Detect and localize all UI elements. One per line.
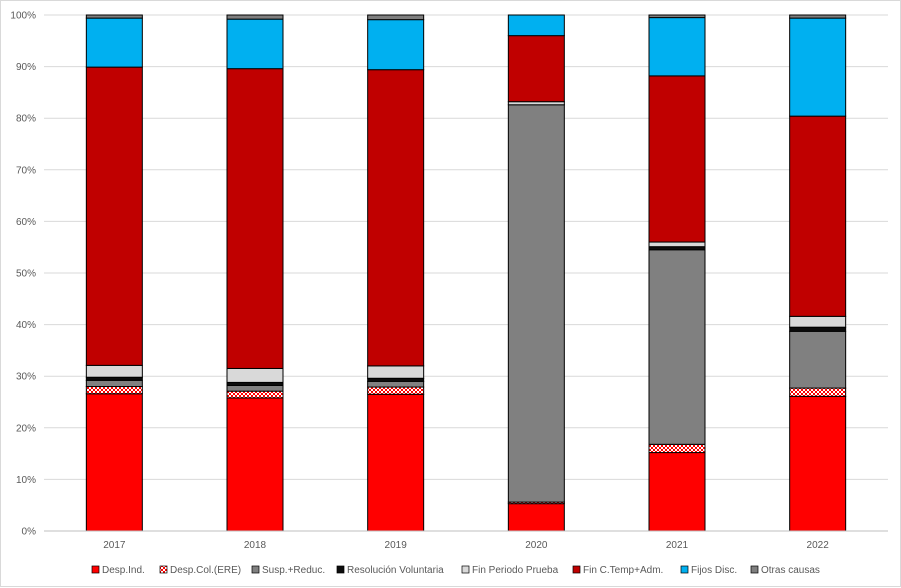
bar-segment	[789, 315, 847, 328]
x-tick-label: 2022	[807, 540, 830, 551]
y-tick-label: 90%	[16, 62, 36, 73]
legend-label: Otras causas	[761, 565, 820, 576]
x-tick-label: 2019	[385, 540, 408, 551]
legend-swatch	[680, 565, 689, 574]
y-tick-label: 0%	[22, 527, 37, 538]
bar-segment	[226, 397, 284, 532]
bar-segment	[507, 104, 565, 503]
bar-segment	[367, 386, 425, 395]
y-tick-label: 30%	[16, 372, 36, 383]
bar-segment	[367, 380, 425, 388]
legend-swatch	[572, 565, 581, 574]
bar-segment	[85, 66, 143, 366]
y-tick-label: 50%	[16, 269, 36, 280]
bar-segment	[85, 379, 143, 388]
x-axis-ticks: 2017 2018 2019 2020 2021 2022	[103, 540, 829, 551]
bar-group-2022	[789, 14, 847, 532]
bar-segment	[648, 75, 706, 243]
legend-label: Fin Periodo Prueba	[472, 565, 559, 576]
y-tick-label: 60%	[16, 217, 36, 228]
bar-segment	[85, 364, 143, 378]
legend-swatch	[159, 565, 168, 574]
bar-segment	[648, 249, 706, 445]
bar-group-2021	[648, 14, 706, 532]
legend-swatch	[251, 565, 260, 574]
bar-segment	[507, 35, 565, 103]
bar-segment	[789, 17, 847, 117]
gridlines	[44, 14, 888, 480]
y-tick-label: 100%	[10, 11, 36, 22]
bar-segment	[367, 19, 425, 71]
legend-label: Resolución Voluntaria	[347, 565, 444, 576]
bar-segment	[85, 386, 143, 395]
legend-label: Fijos Disc.	[691, 565, 737, 576]
bar-segment	[789, 115, 847, 317]
bar-segment	[85, 14, 143, 19]
legend-swatch	[461, 565, 470, 574]
bar-segment	[367, 69, 425, 367]
bar-segment	[789, 326, 847, 332]
legend-label: Susp.+Reduc.	[262, 565, 325, 576]
legend: Desp.Ind. Desp.Col.(ERE) Susp.+Reduc. Resol…	[91, 565, 820, 576]
bar-group-2019	[367, 14, 425, 532]
bar-segment	[648, 443, 706, 454]
y-tick-label: 70%	[16, 165, 36, 176]
bar-segment	[226, 14, 284, 20]
bar-segment	[789, 330, 847, 389]
bar-group-2020	[507, 14, 565, 532]
bars	[85, 14, 847, 532]
bar-segment	[226, 390, 284, 399]
bar-group-2017	[85, 14, 143, 532]
x-tick-label: 2020	[525, 540, 548, 551]
legend-swatch	[91, 565, 100, 574]
y-tick-label: 80%	[16, 114, 36, 125]
bar-segment	[367, 393, 425, 532]
bar-segment	[648, 17, 706, 77]
y-tick-label: 10%	[16, 475, 36, 486]
y-axis-ticks: 0% 10% 20% 30% 40% 50% 60% 70% 80% 90% 100%	[10, 11, 36, 538]
y-tick-label: 20%	[16, 423, 36, 434]
bar-segment	[226, 18, 284, 70]
x-tick-label: 2021	[666, 540, 689, 551]
bar-segment	[648, 452, 706, 532]
bar-group-2018	[226, 14, 284, 532]
bar-segment	[648, 241, 706, 248]
y-tick-label: 40%	[16, 320, 36, 331]
bar-segment	[226, 384, 284, 392]
bar-segment	[789, 387, 847, 397]
bar-segment	[226, 68, 284, 369]
x-tick-label: 2018	[244, 540, 267, 551]
legend-swatch	[750, 565, 759, 574]
legend-label: Desp.Ind.	[102, 565, 145, 576]
x-tick-label: 2017	[103, 540, 126, 551]
bar-segment	[789, 395, 847, 532]
bar-segment	[367, 365, 425, 379]
bar-segment	[507, 503, 565, 532]
bar-segment	[648, 14, 706, 19]
bar-segment	[85, 17, 143, 68]
legend-label: Fin C.Temp+Adm.	[583, 565, 663, 576]
bar-segment	[507, 14, 565, 37]
legend-label: Desp.Col.(ERE)	[170, 565, 241, 576]
bar-segment	[367, 14, 425, 21]
bar-segment	[226, 367, 284, 383]
legend-swatch	[336, 565, 345, 574]
bar-segment	[789, 14, 847, 19]
bar-segment	[85, 393, 143, 532]
